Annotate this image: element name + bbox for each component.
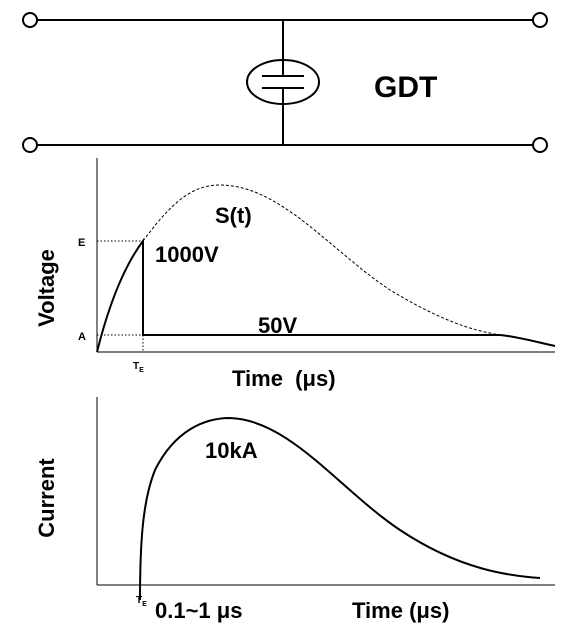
voltage-plot: E A 1000V S(t) 50V TE Time (μs) Voltage (34, 158, 556, 391)
terminal (22, 12, 38, 28)
surge-curve (142, 184, 501, 336)
terminal (532, 137, 548, 153)
low-label: 50V (258, 313, 297, 338)
terminal (532, 12, 548, 28)
x-label: Time (μs) (352, 598, 449, 623)
current-curve (139, 416, 541, 601)
current-plot: 10kA TE 0.1~1 μs Time (μs) Current (34, 397, 555, 623)
duration: 0.1~1 μs (155, 598, 242, 623)
y-label: Voltage (34, 249, 59, 327)
high-label: 1000V (155, 242, 219, 267)
level-low: A (78, 331, 86, 343)
time-marker: TE (133, 361, 144, 374)
terminal (22, 137, 38, 153)
clamped-voltage (96, 237, 556, 353)
x-label: Time (μs) (232, 366, 336, 391)
circuit: GDT (22, 12, 548, 153)
curve-label: S(t) (215, 203, 252, 228)
level-high: E (78, 237, 85, 249)
gdt-envelope (246, 59, 320, 105)
time-marker: TE (136, 595, 147, 608)
gdt-label: GDT (374, 71, 437, 104)
y-label: Current (34, 458, 59, 538)
peak-label: 10kA (205, 438, 258, 463)
